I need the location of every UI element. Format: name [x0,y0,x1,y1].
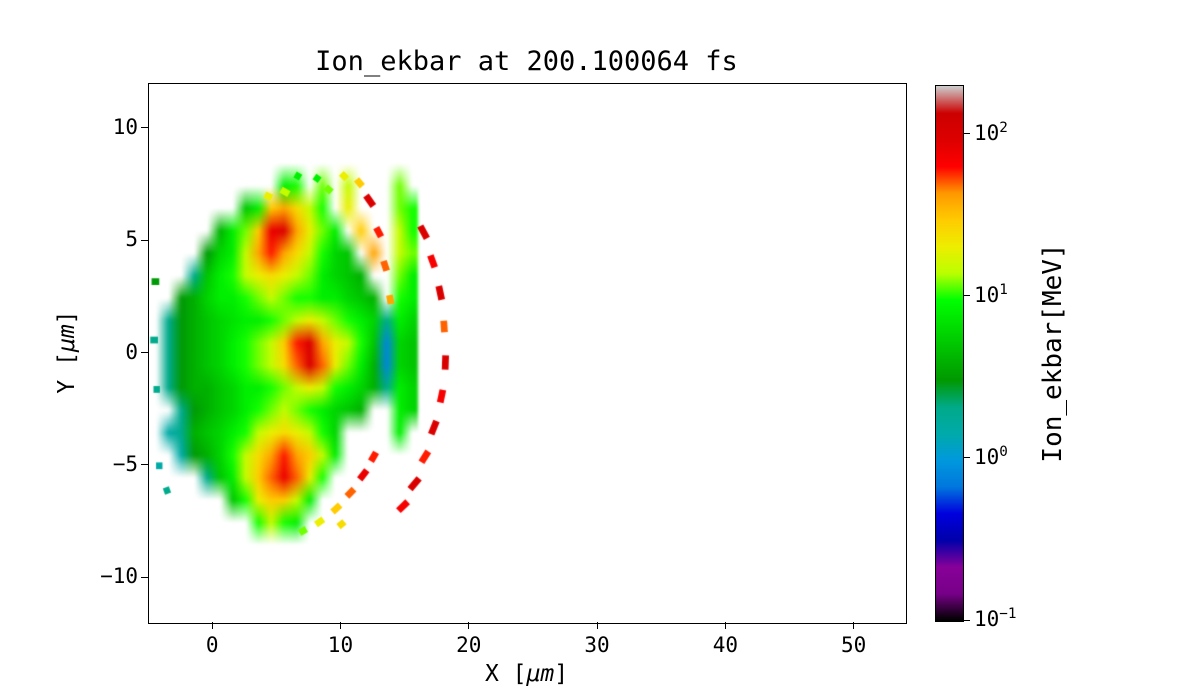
x-tick-mark [596,622,598,629]
y-tick-mark [141,352,148,353]
y-tick-mark [141,127,148,129]
x-tick-label: 10 [327,633,354,657]
x-tick-mark [853,622,855,629]
colorbar-tick-mark [964,457,970,459]
x-tick-label: 20 [456,633,482,657]
plot-area [148,83,907,624]
x-tick-label: 30 [584,633,610,657]
colorbar [935,85,964,622]
x-axis-label: X [μm] [484,661,569,687]
heatmap-canvas [149,84,906,623]
colorbar-label: Ion_ekbar[MeV] [1038,243,1068,463]
y-tick-label: 0 [125,339,138,364]
colorbar-tick-mark [964,133,970,135]
chart-title: Ion_ekbar at 200.100064 fs [315,46,738,77]
y-axis-label: Y [μm] [54,310,80,394]
colorbar-tick-mark [964,619,970,621]
y-tick-label: −5 [112,451,138,476]
y-tick-mark [141,464,148,466]
x-tick-label: 0 [205,633,219,657]
x-tick-mark [211,622,213,629]
y-tick-label: 5 [125,227,138,252]
x-tick-mark [468,622,470,629]
y-tick-label: 10 [112,114,138,139]
x-tick-mark [339,622,341,629]
colorbar-tick-label: 101 [974,281,1008,307]
x-tick-mark [724,622,726,629]
colorbar-tick-label: 10−1 [974,606,1017,631]
colorbar-canvas [936,86,963,621]
y-tick-label: −10 [100,564,138,589]
colorbar-tick-mark [964,295,970,297]
y-tick-mark [141,576,148,578]
colorbar-tick-label: 102 [974,119,1008,145]
x-tick-label: 40 [712,633,738,657]
y-tick-mark [141,239,148,241]
x-tick-label: 50 [841,633,867,657]
colorbar-tick-label: 100 [974,443,1008,469]
